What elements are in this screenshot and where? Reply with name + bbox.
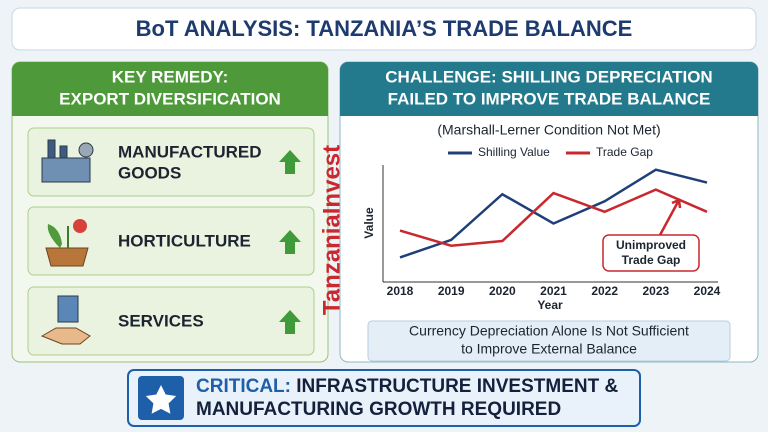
item-label: GOODS [118,163,181,182]
footer-emphasis: CRITICAL: [196,376,291,397]
item-label: HORTICULTURE [118,231,251,250]
x-tick-label: 2020 [489,284,516,298]
footer-line: MANUFACTURING GROWTH REQUIRED [196,399,561,420]
chart-subtitle: (Marshall-Lerner Condition Not Met) [437,122,660,138]
up-arrow [279,150,301,174]
footer-line: INFRASTRUCTURE INVESTMENT & [296,376,618,397]
star-icon [145,385,177,414]
services-icon [40,295,91,345]
footer-banner [127,369,641,427]
annotation: Unimproved [616,238,686,252]
series-line [399,168,708,259]
legend-label: Shilling Value [478,145,550,159]
annotation: Trade Gap [622,253,681,267]
x-axis-label: Year [537,298,563,312]
annotation-box [602,234,700,272]
right-header [340,62,758,116]
plant-icon [45,219,89,267]
item-label: MANUFACTURED [118,142,262,161]
left-header-text: EXPORT DIVERSIFICATION [59,89,281,108]
item-box [27,286,315,356]
up-arrow [279,230,301,254]
footer-text: CRITICAL: INFRASTRUCTURE INVESTMENT & [196,376,618,397]
factory-icon [41,139,94,183]
x-tick-label: 2019 [438,284,465,298]
legend-label: Trade Gap [596,145,653,159]
left-header [12,62,328,116]
x-tick-label: 2023 [642,284,669,298]
title-banner [11,7,757,51]
x-tick-label: 2018 [387,284,414,298]
up-arrow [279,310,301,334]
y-axis-label: Value [362,207,376,239]
x-tick-label: 2022 [591,284,618,298]
item: MANUFACTURED GOODS [27,127,315,197]
x-tick-label: 2024 [694,284,721,298]
plot: 2018 2019 2020 2021 2022 2023 2024 Shilling Val… [387,145,721,298]
item-box [27,127,315,197]
item-box [27,206,315,276]
note: Currency Depreciation Alone Is Not Suffi… [409,323,689,339]
left-header-text: KEY REMEDY: [112,67,229,86]
title: BoT ANALYSIS: TANZANIA’S TRADE BALANCE [136,16,633,41]
watermark: TanzaniaInvest [318,145,345,315]
x-tick-label: 2021 [540,284,567,298]
item: SERVICES [27,286,315,356]
annotation-arrow [658,198,682,236]
series-line [399,188,708,247]
right-header-text: FAILED TO IMPROVE TRADE BALANCE [388,89,711,108]
item-label: SERVICES [118,311,204,330]
item: HORTICULTURE [27,206,315,276]
note-box [367,320,731,362]
note: to Improve External Balance [461,341,637,357]
right-header-text: CHALLENGE: SHILLING DEPRECIATION [385,67,712,86]
